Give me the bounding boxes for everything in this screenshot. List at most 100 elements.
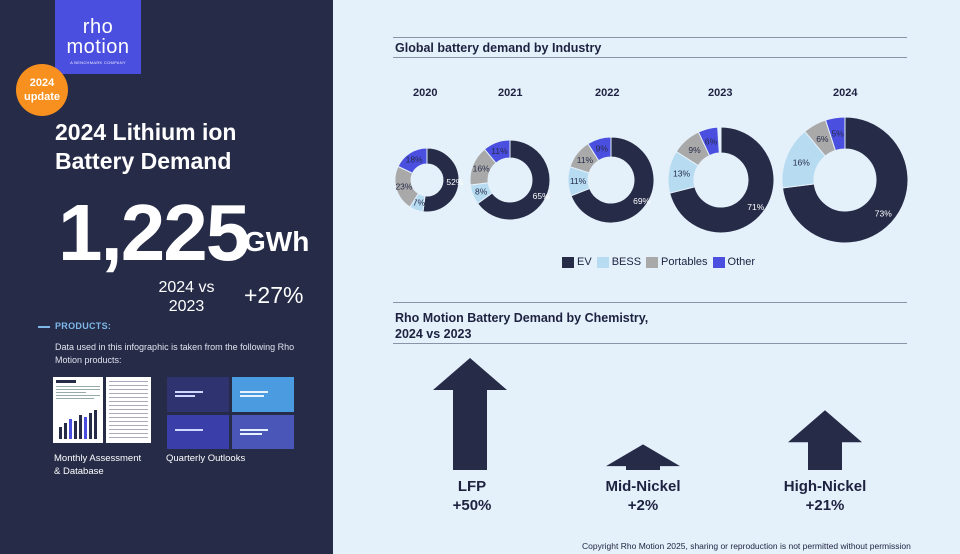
donut-segment-2020-portables bbox=[394, 165, 420, 208]
products-dash bbox=[38, 326, 50, 328]
badge-year: 2024 bbox=[29, 77, 55, 89]
section-divider bbox=[393, 57, 907, 58]
donut-label-2020-other: 18% bbox=[406, 155, 423, 165]
donut-label-2022-portables: 11% bbox=[577, 155, 594, 165]
chemistry-change-mid-nickel: +2% bbox=[627, 497, 659, 514]
logo-line2: motion bbox=[66, 36, 130, 58]
chemistry-chart-title: Rho Motion Battery Demand by Chemistry, … bbox=[395, 310, 648, 342]
monthly-assessment-thumbnail[interactable] bbox=[53, 377, 151, 443]
industry-chart-title: Global battery demand by Industry bbox=[395, 41, 602, 55]
donut-label-2024-ev: 73% bbox=[875, 209, 892, 219]
title-line2: Battery Demand bbox=[55, 148, 232, 174]
legend-label-bess: BESS bbox=[611, 256, 642, 268]
arrow-mid-nickel bbox=[606, 444, 680, 470]
legend-swatch-portables bbox=[646, 256, 659, 268]
arrow-high-nickel bbox=[788, 410, 862, 470]
donut-segment-2020-ev bbox=[422, 147, 460, 213]
donut-segment-2024-ev bbox=[781, 116, 909, 244]
donut-label-2022-ev: 69% bbox=[633, 196, 650, 206]
document-thumbnail-graphic bbox=[53, 377, 151, 443]
chemistry-change-lfp: +50% bbox=[452, 497, 492, 514]
donut-segment-2021-other bbox=[483, 139, 511, 164]
chemistry-name-lfp: LFP bbox=[457, 478, 487, 495]
donut-label-2021-bess: 8% bbox=[475, 186, 488, 196]
donut-segment-2020-bess bbox=[409, 192, 426, 213]
donut-segment-2023-bess bbox=[667, 150, 699, 194]
donut-segment-2022-other bbox=[587, 136, 612, 162]
donut-segment-2020-other bbox=[397, 147, 428, 174]
section-divider-top bbox=[393, 37, 907, 38]
donut-segment-2024-portables bbox=[804, 119, 837, 157]
donut-label-2024-other: 5% bbox=[831, 129, 844, 139]
product-caption-line1: Quarterly Outlooks bbox=[166, 453, 246, 464]
legend-label-portables: Portables bbox=[661, 256, 708, 268]
product-caption-quarterly: Quarterly Outlooks bbox=[166, 452, 245, 465]
donut-segment-2024-bess bbox=[781, 130, 826, 189]
comparison-period: 2024 vs 2023 bbox=[145, 278, 228, 316]
legend-label-other: Other bbox=[727, 256, 756, 268]
products-description: Data used in this infographic is taken f… bbox=[55, 342, 295, 365]
rho-motion-logo: rho motion A BENCHMARK COMPANY bbox=[55, 0, 141, 74]
donut-label-2020-ev: 52% bbox=[446, 177, 463, 187]
page-title: 2024 Lithium ion Battery Demand bbox=[55, 118, 236, 176]
donut-label-2024-portables: 6% bbox=[816, 134, 829, 144]
year-label-2020: 2020 bbox=[413, 87, 438, 99]
chemistry-name-high-nickel: High-Nickel bbox=[783, 478, 867, 495]
left-panel: rho motion A BENCHMARK COMPANY 2024 upda… bbox=[0, 0, 333, 554]
donut-label-2023-other: 6% bbox=[705, 136, 718, 146]
comparison-line2: 2023 bbox=[168, 298, 205, 315]
logo-tagline: A BENCHMARK COMPANY bbox=[70, 60, 126, 65]
legend-swatch-ev bbox=[562, 256, 574, 268]
donut-segment-2023-ev bbox=[669, 126, 775, 234]
donut-segment-2022-bess bbox=[567, 166, 591, 197]
donut-segment-2023-portables bbox=[675, 131, 711, 167]
section-divider-chemistry bbox=[393, 302, 907, 303]
donut-segment-2024-other bbox=[824, 116, 846, 152]
donut-segment-2021-bess bbox=[469, 182, 493, 205]
title-line1: 2024 Lithium ion bbox=[55, 119, 237, 145]
product-caption-line2: & Database bbox=[54, 466, 104, 477]
copyright-notice: Copyright Rho Motion 2025, sharing or re… bbox=[582, 541, 911, 551]
donut-label-2023-ev: 71% bbox=[747, 202, 764, 212]
product-caption-monthly: Monthly Assessment & Database bbox=[54, 452, 141, 478]
donut-segment-2022-portables bbox=[569, 143, 600, 174]
donut-label-2020-portables: 23% bbox=[395, 182, 412, 192]
donut-label-2021-ev: 65% bbox=[533, 191, 550, 201]
quarterly-outlooks-thumbnail[interactable] bbox=[167, 377, 294, 449]
year-label-2021: 2021 bbox=[498, 87, 523, 99]
donut-label-2021-other: 11% bbox=[491, 146, 508, 156]
donut-label-2021-portables: 16% bbox=[473, 164, 490, 174]
total-demand-value: 1,225 bbox=[58, 188, 250, 277]
donut-label-2023-bess: 13% bbox=[673, 169, 690, 179]
donut-label-2022-other: 9% bbox=[596, 143, 609, 153]
donut-label-2022-bess: 11% bbox=[570, 176, 587, 186]
chemistry-high-nickel: High-Nickel +21% bbox=[766, 477, 884, 515]
chemistry-mid-nickel: Mid-Nickel +2% bbox=[584, 477, 702, 515]
chemistry-lfp: LFP +50% bbox=[430, 477, 514, 515]
section-divider-chemistry-bottom bbox=[393, 343, 907, 344]
chart-legend: EV BESS Portables Other bbox=[562, 256, 760, 268]
legend-swatch-other bbox=[712, 256, 725, 268]
year-label-2022: 2022 bbox=[595, 87, 620, 99]
legend-swatch-bess bbox=[596, 256, 609, 268]
donut-label-2024-bess: 16% bbox=[793, 158, 810, 168]
badge-text: update bbox=[23, 91, 61, 103]
report-covers-graphic bbox=[167, 377, 294, 449]
legend-label-ev: EV bbox=[577, 256, 592, 268]
products-heading: PRODUCTS: bbox=[55, 321, 112, 331]
arrow-lfp bbox=[433, 358, 507, 470]
logo-line1: rho bbox=[82, 16, 114, 38]
donut-segment-2021-ev bbox=[476, 139, 551, 221]
donut-segment-2022-ev bbox=[570, 136, 655, 224]
chemistry-title-line1: Rho Motion Battery Demand by Chemistry, bbox=[395, 311, 649, 325]
year-label-2023: 2023 bbox=[708, 87, 733, 99]
comparison-line1: 2024 vs bbox=[158, 279, 215, 296]
year-label-2024: 2024 bbox=[833, 87, 858, 99]
product-caption-line1: Monthly Assessment bbox=[54, 453, 142, 464]
total-demand-unit: GWh bbox=[244, 226, 310, 257]
chemistry-change-high-nickel: +21% bbox=[805, 497, 845, 514]
update-badge: 2024 update bbox=[16, 64, 68, 116]
chemistry-name-mid-nickel: Mid-Nickel bbox=[605, 478, 681, 495]
chemistry-title-line2: 2024 vs 2023 bbox=[395, 327, 472, 341]
donut-segment-2023-other bbox=[697, 126, 720, 157]
